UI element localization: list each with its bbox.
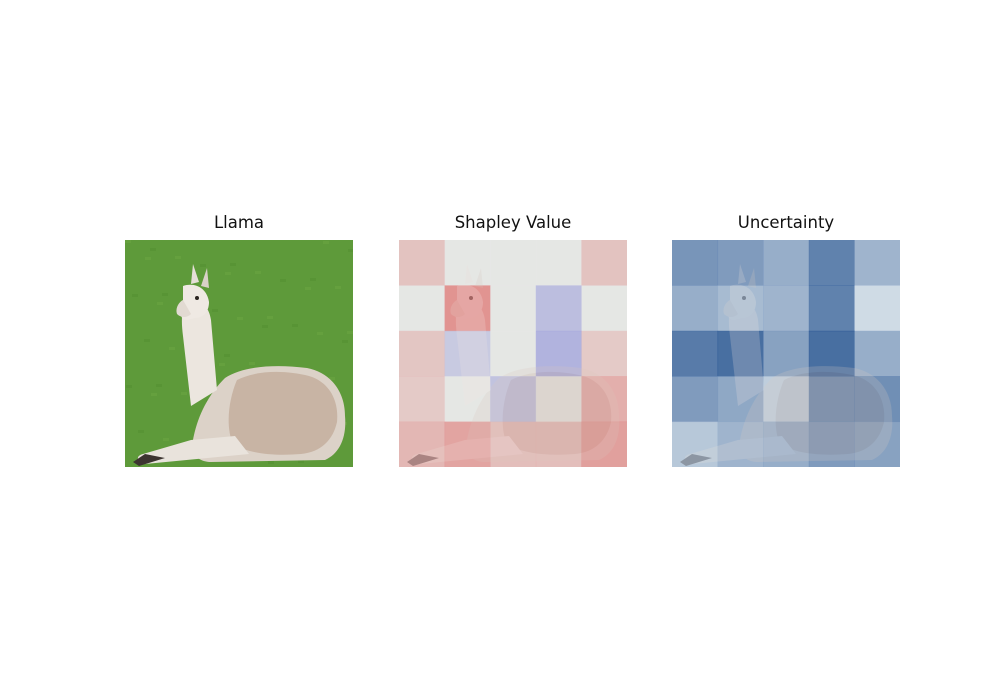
heatmap-cell-1-0 bbox=[672, 285, 718, 331]
heatmap-cell-0-4 bbox=[581, 240, 627, 286]
heatmap-cell-0-4 bbox=[854, 240, 900, 286]
heatmap-cell-1-0 bbox=[399, 285, 445, 331]
llama-image-title: Llama bbox=[85, 213, 393, 232]
heatmap-cell-1-2 bbox=[763, 285, 809, 331]
uncertainty-heatmap-panel: Uncertainty bbox=[672, 240, 900, 467]
heatmap-cell-0-2 bbox=[490, 240, 536, 286]
shapley-heatmap bbox=[399, 240, 627, 467]
heatmap-cell-2-0 bbox=[399, 331, 445, 377]
heatmap-cell-1-3 bbox=[536, 285, 582, 331]
heatmap-cell-0-0 bbox=[672, 240, 718, 286]
heatmap-cell-1-4 bbox=[581, 285, 627, 331]
shapley-heatmap-panel: Shapley Value bbox=[399, 240, 627, 467]
shapley-heatmap-title: Shapley Value bbox=[359, 213, 667, 232]
heatmap-cell-3-0 bbox=[672, 376, 718, 422]
heatmap-cell-0-2 bbox=[763, 240, 809, 286]
heatmap-cell-2-4 bbox=[854, 331, 900, 377]
heatmap-cell-0-3 bbox=[809, 240, 855, 286]
heatmap-cell-2-0 bbox=[672, 331, 718, 377]
uncertainty-heatmap bbox=[672, 240, 900, 467]
uncertainty-heatmap-title: Uncertainty bbox=[632, 213, 940, 232]
heatmap-cell-3-0 bbox=[399, 376, 445, 422]
llama-photo bbox=[125, 240, 353, 467]
heatmap-cell-0-0 bbox=[399, 240, 445, 286]
heatmap-cell-1-4 bbox=[854, 285, 900, 331]
heatmap-cell-2-4 bbox=[581, 331, 627, 377]
heatmap-cell-0-3 bbox=[536, 240, 582, 286]
heatmap-cell-1-2 bbox=[490, 285, 536, 331]
heatmap-cell-1-3 bbox=[809, 285, 855, 331]
llama-image-panel: Llama bbox=[125, 240, 353, 467]
